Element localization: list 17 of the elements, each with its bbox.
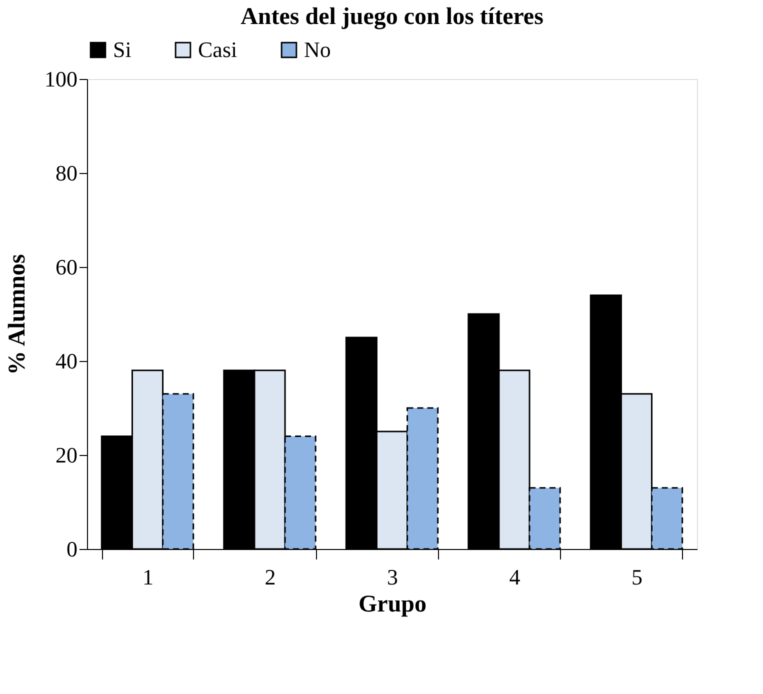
y-tick-label: 100 [44, 66, 78, 92]
y-tick-label: 40 [56, 348, 78, 374]
x-axis-title: Grupo [358, 592, 427, 618]
x-tick-label: 5 [631, 564, 642, 590]
y-tick-label: 20 [56, 442, 78, 468]
y-tick-label: 60 [56, 254, 78, 280]
y-tick-label: 0 [66, 536, 78, 562]
legend-label: Casi [198, 37, 238, 62]
x-tick-label: 3 [387, 564, 398, 590]
x-tick-label: 1 [142, 564, 154, 590]
y-tick-label: 80 [56, 160, 78, 186]
legend-label: Si [113, 37, 132, 62]
y-axis-title: % Alumnos [4, 254, 30, 375]
x-tick-label: 2 [264, 564, 276, 590]
x-tick-label: 4 [509, 564, 520, 590]
chart-title: Antes del juego con los títeres [240, 4, 544, 30]
legend-label: No [304, 37, 331, 62]
